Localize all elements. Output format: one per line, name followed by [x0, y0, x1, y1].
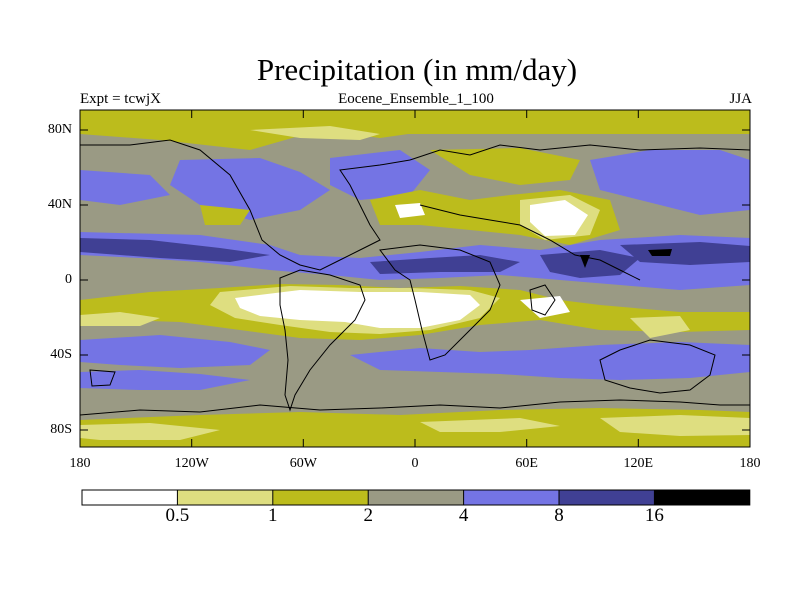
arctic-band-edge — [80, 126, 750, 150]
colorbar-box-8-16 — [559, 490, 655, 505]
nh-wet-america — [170, 158, 330, 220]
island-coast — [89, 369, 116, 387]
madagascar-coast — [529, 284, 556, 316]
field-patch — [600, 415, 750, 436]
australia-coast — [599, 339, 716, 394]
colorbar-label-8: 8 — [554, 505, 564, 526]
field-patch — [80, 370, 250, 390]
experiment-label: Expt = tcwjX — [80, 91, 161, 107]
itcz-extreme — [648, 249, 672, 256]
asia-dry-band — [430, 148, 580, 185]
colorbar-label-0.5: 0.5 — [165, 505, 190, 526]
colorbar-outlines — [81, 489, 751, 506]
antarctic-dry — [80, 408, 750, 447]
lon-label-60e: 60E — [515, 456, 538, 471]
south-very-dry — [235, 290, 480, 328]
lon-label-0: 0 — [411, 456, 419, 471]
field-patch — [580, 255, 590, 268]
ensemble-label: Eocene_Ensemble_1_100 — [338, 91, 494, 107]
itcz-heavy-indian — [540, 250, 640, 278]
nh-wet-pacific — [590, 150, 750, 215]
lon-label-60w: 60W — [289, 456, 317, 471]
colorbar-box-gt-16 — [654, 490, 750, 505]
lat-label-40s: 40S — [50, 347, 72, 362]
lon-label-180e: 180 — [739, 456, 761, 471]
colorbar-box-2-4 — [368, 490, 464, 505]
lon-label-120e: 120E — [623, 456, 654, 471]
lat-label-80s: 80S — [50, 422, 72, 437]
field-patch — [80, 312, 160, 326]
map-title: Precipitation (in mm/day) — [256, 52, 578, 87]
itcz-heavy-africa — [370, 255, 520, 274]
field-patch — [630, 316, 690, 338]
arctic-light-patch — [250, 126, 380, 140]
antarctica-coast — [80, 399, 750, 416]
lat-label-80n: 80N — [47, 122, 72, 137]
colorbar-box-0.5-1 — [177, 490, 273, 505]
eurasia-coast — [409, 144, 750, 281]
colorbar-box-1-2 — [272, 490, 369, 505]
sh-wet-indian — [350, 342, 750, 380]
sh-wet-pacific — [80, 335, 270, 368]
field-patch — [200, 205, 250, 225]
field-patch — [420, 418, 560, 432]
colorbar-label-2: 2 — [363, 505, 373, 526]
colorbar-box-lt-0.5 — [82, 490, 178, 505]
lon-label-180w: 180 — [69, 456, 91, 471]
precipitation-field — [80, 110, 750, 447]
nh-wet-west — [80, 170, 170, 205]
colorbar-label-16: 16 — [644, 505, 664, 526]
colorbar-label-4: 4 — [458, 505, 469, 526]
lat-label-40n: 40N — [47, 197, 72, 212]
north-america-coast — [80, 139, 411, 271]
lat-label-0: 0 — [65, 272, 72, 287]
south-america-coast — [279, 269, 366, 412]
colorbar-box-4-8 — [463, 490, 559, 505]
coastlines — [80, 139, 750, 416]
itcz-heavy-pacific — [80, 238, 270, 262]
mediterranean-dry — [395, 203, 425, 218]
season-label: JJA — [729, 91, 752, 107]
field-patch — [80, 423, 220, 440]
madagascar-dry — [520, 296, 570, 318]
lon-label-120w: 120W — [174, 456, 209, 471]
colorbar — [81, 489, 751, 506]
itcz-heavy-westpac — [620, 242, 750, 265]
colorbar-label-1: 1 — [268, 505, 278, 526]
asia-very-dry — [530, 200, 588, 236]
axis-ticks — [80, 110, 750, 447]
africa-coast — [379, 244, 501, 361]
nh-wet-atlantic — [330, 150, 430, 200]
